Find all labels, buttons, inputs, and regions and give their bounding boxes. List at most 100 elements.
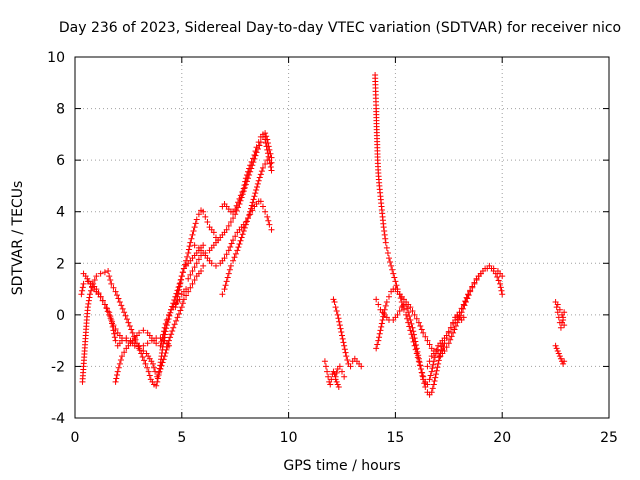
data-point <box>202 213 209 220</box>
data-point <box>161 353 168 360</box>
data-point <box>414 348 421 355</box>
x-axis-label: GPS time / hours <box>283 458 400 474</box>
data-point <box>265 153 272 160</box>
data-point <box>241 224 248 231</box>
data-point <box>437 353 444 360</box>
data-point <box>116 298 123 305</box>
data-point <box>421 380 428 387</box>
data-point <box>221 286 228 293</box>
data-point <box>324 368 331 375</box>
data-point <box>122 312 129 319</box>
data-point <box>200 208 207 215</box>
data-point <box>347 363 354 370</box>
data-point <box>225 222 232 229</box>
data-point <box>440 344 447 351</box>
data-point <box>153 340 160 347</box>
data-point <box>223 226 230 233</box>
data-point <box>252 190 259 197</box>
data-point <box>112 337 119 344</box>
data-point <box>128 326 135 333</box>
data-point <box>105 268 112 275</box>
data-point <box>336 322 343 329</box>
data-point <box>93 273 100 280</box>
data-point <box>334 311 341 318</box>
data-point <box>376 334 383 341</box>
data-point <box>447 324 454 331</box>
data-point <box>222 282 229 289</box>
data-point <box>173 317 180 324</box>
data-point <box>243 171 250 178</box>
data-point <box>193 216 200 223</box>
data-point <box>248 205 255 212</box>
chart-title: Day 236 of 2023, Sidereal Day-to-day VTE… <box>59 20 621 36</box>
data-point <box>405 309 412 316</box>
data-point <box>240 228 247 235</box>
data-point <box>162 320 169 327</box>
data-point <box>411 335 418 342</box>
data-point <box>417 362 424 369</box>
data-point <box>178 304 185 311</box>
y-tick-label: 6 <box>56 153 65 169</box>
data-point <box>242 178 249 185</box>
x-tick-label: 15 <box>386 430 404 446</box>
data-marks <box>78 72 568 398</box>
data-point <box>219 291 226 298</box>
data-point <box>187 239 194 246</box>
data-point <box>264 213 271 220</box>
data-point <box>337 325 344 332</box>
data-point <box>255 139 262 146</box>
data-point <box>554 301 561 308</box>
data-point <box>231 254 238 261</box>
data-point <box>252 148 259 155</box>
data-point <box>84 304 91 311</box>
data-point <box>78 291 85 298</box>
data-point <box>97 293 104 300</box>
data-point <box>182 261 189 268</box>
data-point <box>191 264 198 271</box>
data-point <box>111 330 118 337</box>
data-point <box>234 247 241 254</box>
series-track6 <box>185 130 275 282</box>
data-point <box>247 162 254 169</box>
data-point <box>410 328 417 335</box>
data-point <box>492 270 499 277</box>
data-point <box>339 335 346 342</box>
data-point <box>232 233 239 240</box>
data-point <box>497 280 504 287</box>
data-point <box>227 262 234 269</box>
data-point <box>185 246 192 253</box>
data-point <box>259 131 266 138</box>
data-point <box>554 347 561 354</box>
data-point <box>560 317 567 324</box>
data-point <box>344 356 351 363</box>
data-point <box>178 273 185 280</box>
data-point <box>262 139 269 146</box>
y-tick-label: -2 <box>51 359 65 375</box>
data-point <box>192 220 199 227</box>
data-point <box>451 326 458 333</box>
data-point <box>165 342 172 349</box>
data-point <box>84 278 91 285</box>
data-point <box>157 342 164 349</box>
data-point <box>190 228 197 235</box>
y-tick-label: 2 <box>56 256 65 272</box>
data-point <box>169 327 176 334</box>
data-point <box>161 324 168 331</box>
grid-lines <box>75 57 609 418</box>
data-point <box>107 277 114 284</box>
data-point <box>259 164 266 171</box>
data-point <box>473 277 480 284</box>
data-point <box>384 249 391 256</box>
data-point <box>557 324 564 331</box>
data-point <box>335 384 342 391</box>
data-point <box>242 221 249 228</box>
data-point <box>255 177 262 184</box>
data-point <box>391 274 398 281</box>
data-point <box>237 237 244 244</box>
data-point <box>557 355 564 362</box>
data-point <box>427 372 434 379</box>
data-point <box>435 360 442 367</box>
data-point <box>382 235 389 242</box>
data-point <box>174 293 181 300</box>
